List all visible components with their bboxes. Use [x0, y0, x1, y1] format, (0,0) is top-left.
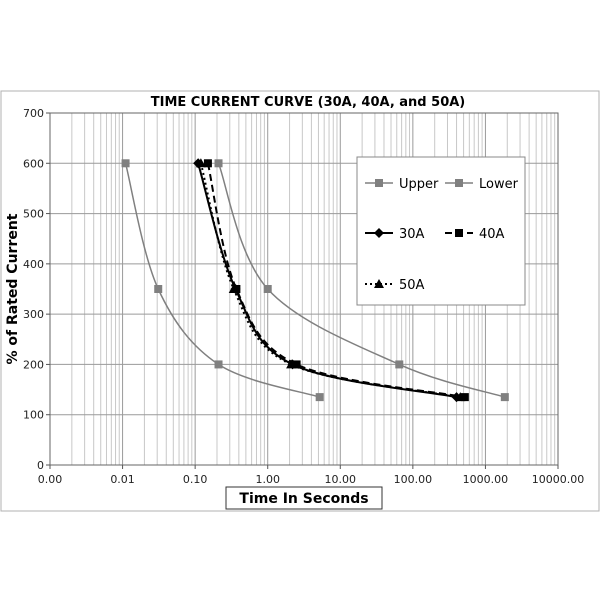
x-tick-label: 1.00 [255, 473, 280, 486]
legend-item-30a: 30A [365, 227, 425, 242]
y-tick-label: 400 [23, 258, 44, 271]
y-axis-title: % of Rated Current [5, 213, 21, 364]
x-tick-label: 0.00 [38, 473, 63, 486]
y-axis-ticks: 0 100 200 300 400 500 600 700 [23, 107, 50, 472]
series-line-50a [199, 163, 461, 399]
x-tick-label: 1000.00 [463, 473, 509, 486]
data-point-upper [263, 285, 272, 293]
y-tick-label: 600 [23, 157, 44, 170]
legend-marker-30a [374, 228, 384, 238]
data-point-upper [214, 159, 223, 168]
legend-label-upper: Upper [399, 177, 439, 192]
data-point-50a [455, 392, 466, 402]
series-line-upper [217, 163, 506, 398]
data-point-lower [154, 285, 163, 293]
legend-label-50a: 50A [399, 278, 425, 293]
y-tick-label: 700 [23, 107, 44, 120]
legend-marker-40a [455, 229, 463, 237]
y-tick-label: 200 [23, 358, 44, 371]
y-tick-label: 500 [23, 208, 44, 221]
legend-label-lower: Lower [479, 177, 519, 192]
data-point-lower [315, 393, 324, 402]
x-axis-title-box [225, 486, 383, 510]
legend-marker-upper [375, 179, 383, 187]
legend-label-30a: 30A [399, 227, 425, 242]
x-axis-ticks: 0.00 0.01 0.10 1.00 10.00 100.00 1000.00 10000.… [38, 465, 585, 486]
series-upper [214, 159, 509, 402]
legend-item-upper: Upper [365, 177, 439, 192]
data-point-lower [121, 159, 130, 168]
legend-box [356, 156, 526, 306]
data-point-50a [195, 158, 206, 168]
series-line-lower [124, 163, 320, 398]
data-point-40a [203, 159, 212, 168]
x-tick-label: 0.01 [110, 473, 135, 486]
x-tick-label: 10000.00 [532, 473, 585, 486]
data-point-50a [228, 284, 239, 293]
data-point-50a [286, 359, 297, 369]
legend: Upper Lower 30A 40A 50A [356, 156, 526, 306]
legend-marker-lower [455, 179, 463, 187]
series-50a [195, 158, 466, 402]
x-tick-label: 10.00 [325, 473, 357, 486]
data-point-40a [460, 393, 469, 402]
chart-title: TIME CURRENT CURVE (30A, 40A, and 50A) [151, 95, 466, 110]
legend-label-40a: 40A [479, 227, 505, 242]
legend-item-50a: 50A [365, 278, 425, 293]
y-tick-label: 300 [23, 308, 44, 321]
x-axis-title: Time In Seconds [239, 491, 368, 507]
series-lower [121, 159, 324, 402]
plot-area-border [49, 112, 559, 466]
data-point-upper [395, 360, 404, 369]
y-tick-label: 100 [23, 409, 44, 422]
x-tick-label: 0.10 [183, 473, 208, 486]
y-tick-label: 0 [37, 459, 44, 472]
data-point-40a [292, 360, 301, 369]
data-point-upper [500, 393, 509, 402]
legend-item-40a: 40A [445, 227, 505, 242]
series [121, 158, 509, 403]
legend-marker-50a [374, 279, 384, 288]
legend-item-lower: Lower [445, 177, 519, 192]
x-tick-label: 100.00 [394, 473, 433, 486]
data-point-lower [214, 360, 223, 369]
